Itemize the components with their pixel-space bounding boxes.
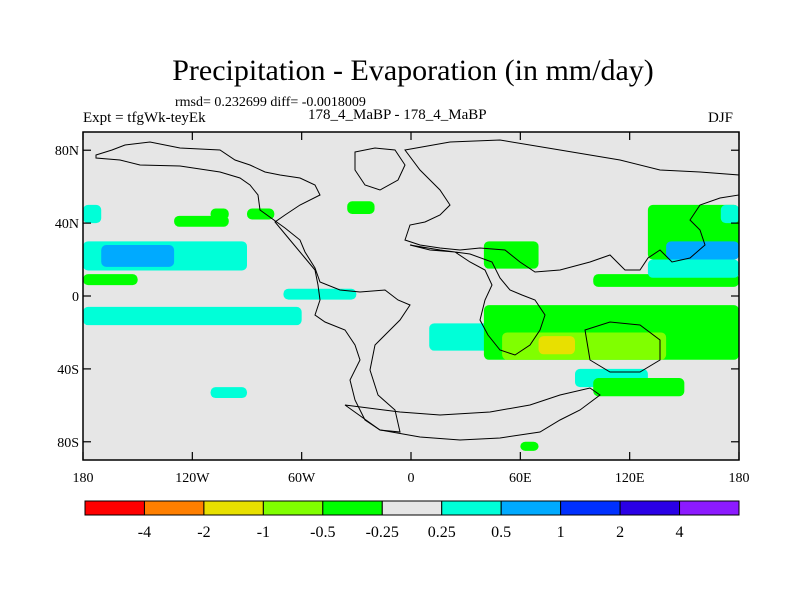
x-tick-label: 120W (175, 471, 210, 486)
field-region (83, 204, 102, 224)
colorbar-box (500, 500, 562, 516)
field-region (247, 208, 275, 220)
colorbar-box (560, 500, 621, 516)
axis-ticks: 80N 40N 0 40S 80S 180 120W 60W 0 60E 120E 180 (55, 132, 750, 486)
colorbar-label: 0.25 (428, 524, 456, 541)
coastlines (95, 139, 740, 441)
coastline-path (95, 141, 411, 433)
colorbar-label: -2 (197, 524, 210, 541)
colorbar-box (322, 500, 383, 516)
field-fills (83, 132, 739, 460)
experiment-label: Expt = tfgWk-teyEk (83, 110, 206, 126)
runs-label: 178_4_MaBP - 178_4_MaBP (308, 107, 487, 123)
colorbar-label: -1 (257, 524, 270, 541)
colorbar-box (441, 500, 502, 516)
x-tick-label: 180 (73, 471, 94, 486)
x-tick-label: 60W (288, 471, 316, 486)
field-region (520, 441, 539, 451)
chart-title: Precipitation - Evaporation (in mm/day) (172, 54, 654, 87)
colorbar-label: -0.5 (310, 524, 335, 541)
coastline-path (409, 244, 546, 356)
stats-label: rmsd= 0.232699 diff= -0.0018009 (175, 95, 366, 110)
season-label: DJF (708, 110, 734, 126)
field-region (502, 332, 667, 360)
coastline-path (354, 147, 406, 191)
field-region (538, 336, 575, 355)
y-tick-label: 40N (55, 217, 79, 232)
colorbar-box (203, 500, 264, 516)
x-tick-label: 180 (729, 471, 750, 486)
field-region (593, 378, 685, 397)
colorbar: -4 -2 -1 -0.5 -0.25 0.25 0.5 1 2 4 (84, 500, 740, 541)
field-region (83, 274, 138, 286)
coastline-path (344, 387, 601, 441)
field-region (210, 387, 247, 399)
colorbar-label: -4 (138, 524, 151, 541)
colorbar-box (381, 500, 443, 516)
coastline-path (404, 139, 740, 273)
colorbar-box (84, 500, 145, 516)
x-tick-label: 60E (509, 471, 532, 486)
colorbar-box (262, 500, 324, 516)
field-region (210, 208, 229, 220)
colorbar-box (679, 500, 740, 516)
field-region (666, 241, 739, 260)
field-region (647, 259, 739, 278)
colorbar-label: 4 (676, 524, 684, 541)
field-region (83, 306, 302, 326)
x-tick-label: 0 (408, 471, 415, 486)
colorbar-label: 0.5 (491, 524, 511, 541)
x-tick-label: 120E (615, 471, 645, 486)
colorbar-label: 1 (557, 524, 565, 541)
field-region (347, 201, 375, 214)
colorbar-box (143, 500, 205, 516)
map-background (83, 132, 739, 460)
field-region (101, 244, 175, 267)
field-region (720, 204, 739, 224)
colorbar-label: 2 (616, 524, 624, 541)
y-tick-label: 0 (72, 290, 79, 305)
y-tick-label: 40S (57, 363, 79, 378)
colorbar-label: -0.25 (366, 524, 399, 541)
colorbar-box (619, 500, 681, 516)
field-region (283, 288, 357, 300)
y-tick-label: 80S (57, 436, 79, 451)
coastline-path (584, 321, 661, 373)
y-tick-label: 80N (55, 144, 79, 159)
